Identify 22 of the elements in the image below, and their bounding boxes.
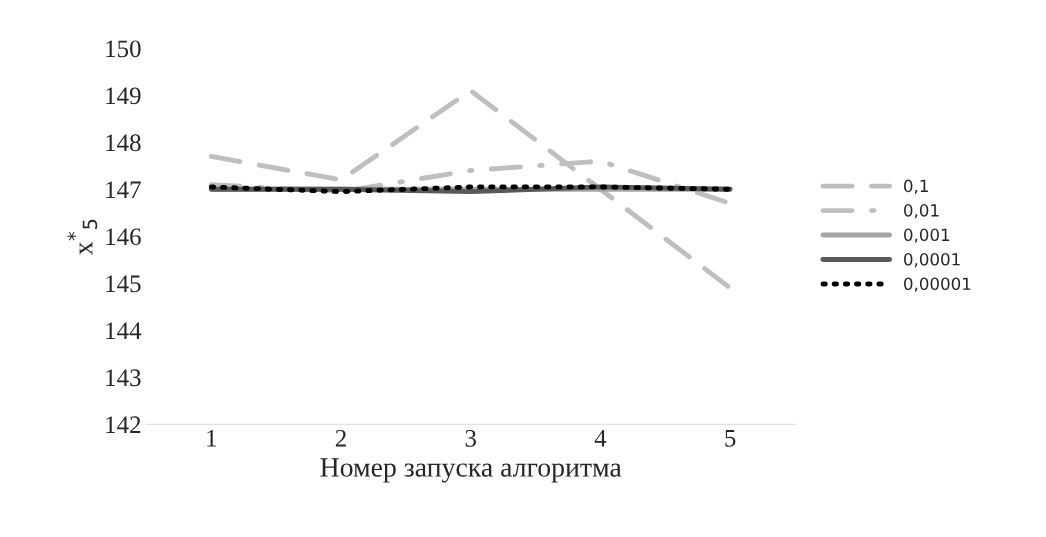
y-tick-label: 144 (106, 322, 142, 339)
x-tick-label: 5 (725, 430, 736, 447)
y-tick-label: 147 (106, 181, 141, 198)
legend-label: 0,00001 (904, 277, 971, 292)
x-tick-label: 2 (335, 429, 346, 447)
x-tick-label: 1 (207, 429, 217, 447)
legend-label: 0,1 (904, 179, 928, 194)
y-tick-label: 150 (106, 40, 141, 58)
x-tick-label: 4 (594, 429, 607, 447)
y-tick-label: 146 (106, 228, 141, 246)
y-axis-title: x$^{*}$$_{5}$ (67, 219, 98, 256)
y-tick-label: 142 (106, 416, 141, 433)
legend-label: 0,0001 (904, 252, 960, 268)
legend-label: 0,001 (904, 228, 950, 243)
x-axis-title: Номер запуска алгоритма (320, 458, 622, 483)
x-tick-label: 3 (465, 429, 476, 447)
line-series (208, 88, 733, 291)
y-tick-label: 145 (106, 275, 141, 293)
legend-label: 0,01 (904, 204, 939, 219)
y-tick-label: 148 (106, 134, 141, 152)
y-tick-label: 143 (106, 369, 141, 387)
y-tick-label: 149 (106, 87, 141, 105)
